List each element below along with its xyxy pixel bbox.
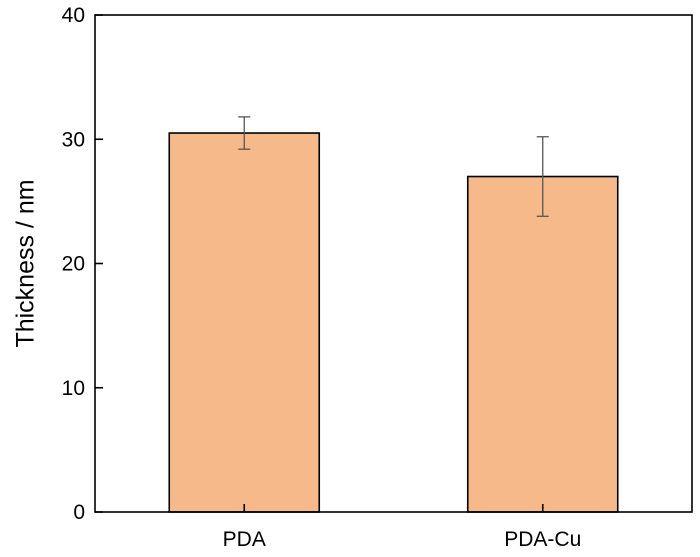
y-tick-label: 30 [62, 128, 85, 151]
error-bar-pda [238, 116, 251, 150]
x-axis-ticks: PDA PDA-Cu [223, 504, 581, 551]
y-tick-label: 10 [62, 377, 85, 400]
bar-pda-cu [466, 175, 619, 513]
y-axis-ticks: 0 10 20 30 40 [62, 4, 103, 524]
x-tick-label-pda-cu: PDA-Cu [504, 528, 581, 551]
y-tick-label: 20 [62, 253, 85, 276]
y-tick-label: 0 [73, 501, 85, 524]
x-tick-label-pda: PDA [223, 528, 266, 551]
bars-layer [168, 132, 619, 513]
y-tick-label: 40 [62, 4, 85, 27]
error-bars-layer [238, 116, 549, 217]
error-bar-pda-cu [536, 136, 549, 217]
bar-pda [168, 132, 321, 513]
y-axis-label: Thickness / nm [12, 179, 40, 347]
